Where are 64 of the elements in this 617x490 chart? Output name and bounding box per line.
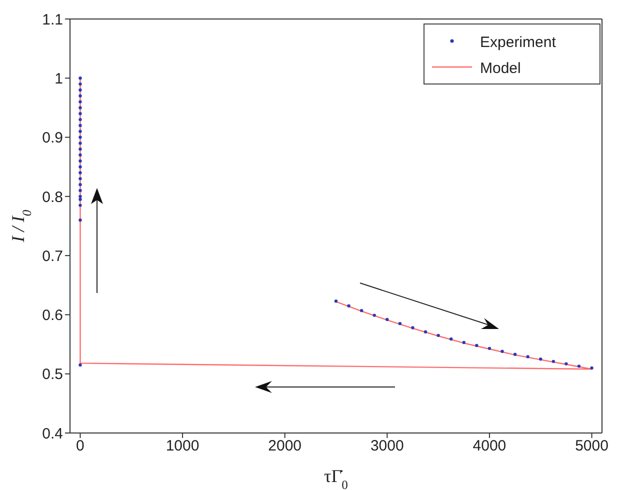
point <box>564 362 568 366</box>
point <box>577 364 581 368</box>
point <box>513 352 517 356</box>
y-tick-label: 0.4 <box>42 425 63 442</box>
point <box>539 357 542 361</box>
y-tick-label: 0.9 <box>42 130 63 147</box>
point <box>334 300 338 303</box>
point <box>78 124 82 128</box>
point <box>436 334 440 338</box>
x-tick-label: 1000 <box>166 438 200 455</box>
legend-label: Experiment <box>480 34 557 51</box>
point <box>552 360 556 364</box>
point <box>78 88 82 92</box>
point <box>398 322 402 326</box>
point <box>78 153 82 157</box>
y-tick-label: 1 <box>54 70 63 88</box>
point <box>360 308 364 312</box>
y-tick-label: 0.8 <box>42 188 63 206</box>
point <box>78 204 82 207</box>
point <box>500 350 504 353</box>
point <box>78 218 82 222</box>
point <box>78 188 82 192</box>
point <box>78 363 82 367</box>
point <box>78 100 82 104</box>
point <box>78 130 82 133</box>
x-axis-title: τΓ̇$_{0}$ <box>324 466 348 490</box>
point <box>78 82 82 86</box>
x-tick-label: 0 <box>76 438 84 455</box>
point <box>78 165 82 168</box>
x-tick-label: 5000 <box>575 438 608 455</box>
point <box>78 112 82 116</box>
point <box>78 148 82 151</box>
point <box>78 106 82 110</box>
point <box>78 94 82 98</box>
legend-label: Model <box>480 60 521 77</box>
line-series <box>80 78 592 370</box>
point <box>590 366 594 370</box>
point <box>411 326 414 330</box>
point <box>449 337 453 341</box>
y-tick-label: 0.5 <box>42 366 63 384</box>
point <box>424 330 428 334</box>
x-tick-label: 3000 <box>370 438 404 455</box>
point <box>78 177 82 180</box>
point <box>78 118 82 122</box>
point <box>78 183 82 186</box>
x-tick-label: 4000 <box>472 438 506 455</box>
point <box>386 318 389 322</box>
point <box>488 346 492 350</box>
point <box>526 355 530 358</box>
point <box>372 314 376 317</box>
point <box>78 194 82 198</box>
y-tick-label: 0.6 <box>42 307 63 324</box>
point <box>347 304 350 308</box>
point <box>78 171 82 174</box>
point <box>78 159 82 163</box>
point <box>78 198 82 201</box>
x-tick-label: 2000 <box>268 438 302 455</box>
point <box>475 344 478 348</box>
y-tick-label: 1.1 <box>42 11 63 28</box>
point <box>78 136 82 139</box>
point <box>78 142 82 145</box>
y-tick-label: 0.7 <box>42 248 63 265</box>
point <box>462 340 466 344</box>
point <box>78 76 82 80</box>
